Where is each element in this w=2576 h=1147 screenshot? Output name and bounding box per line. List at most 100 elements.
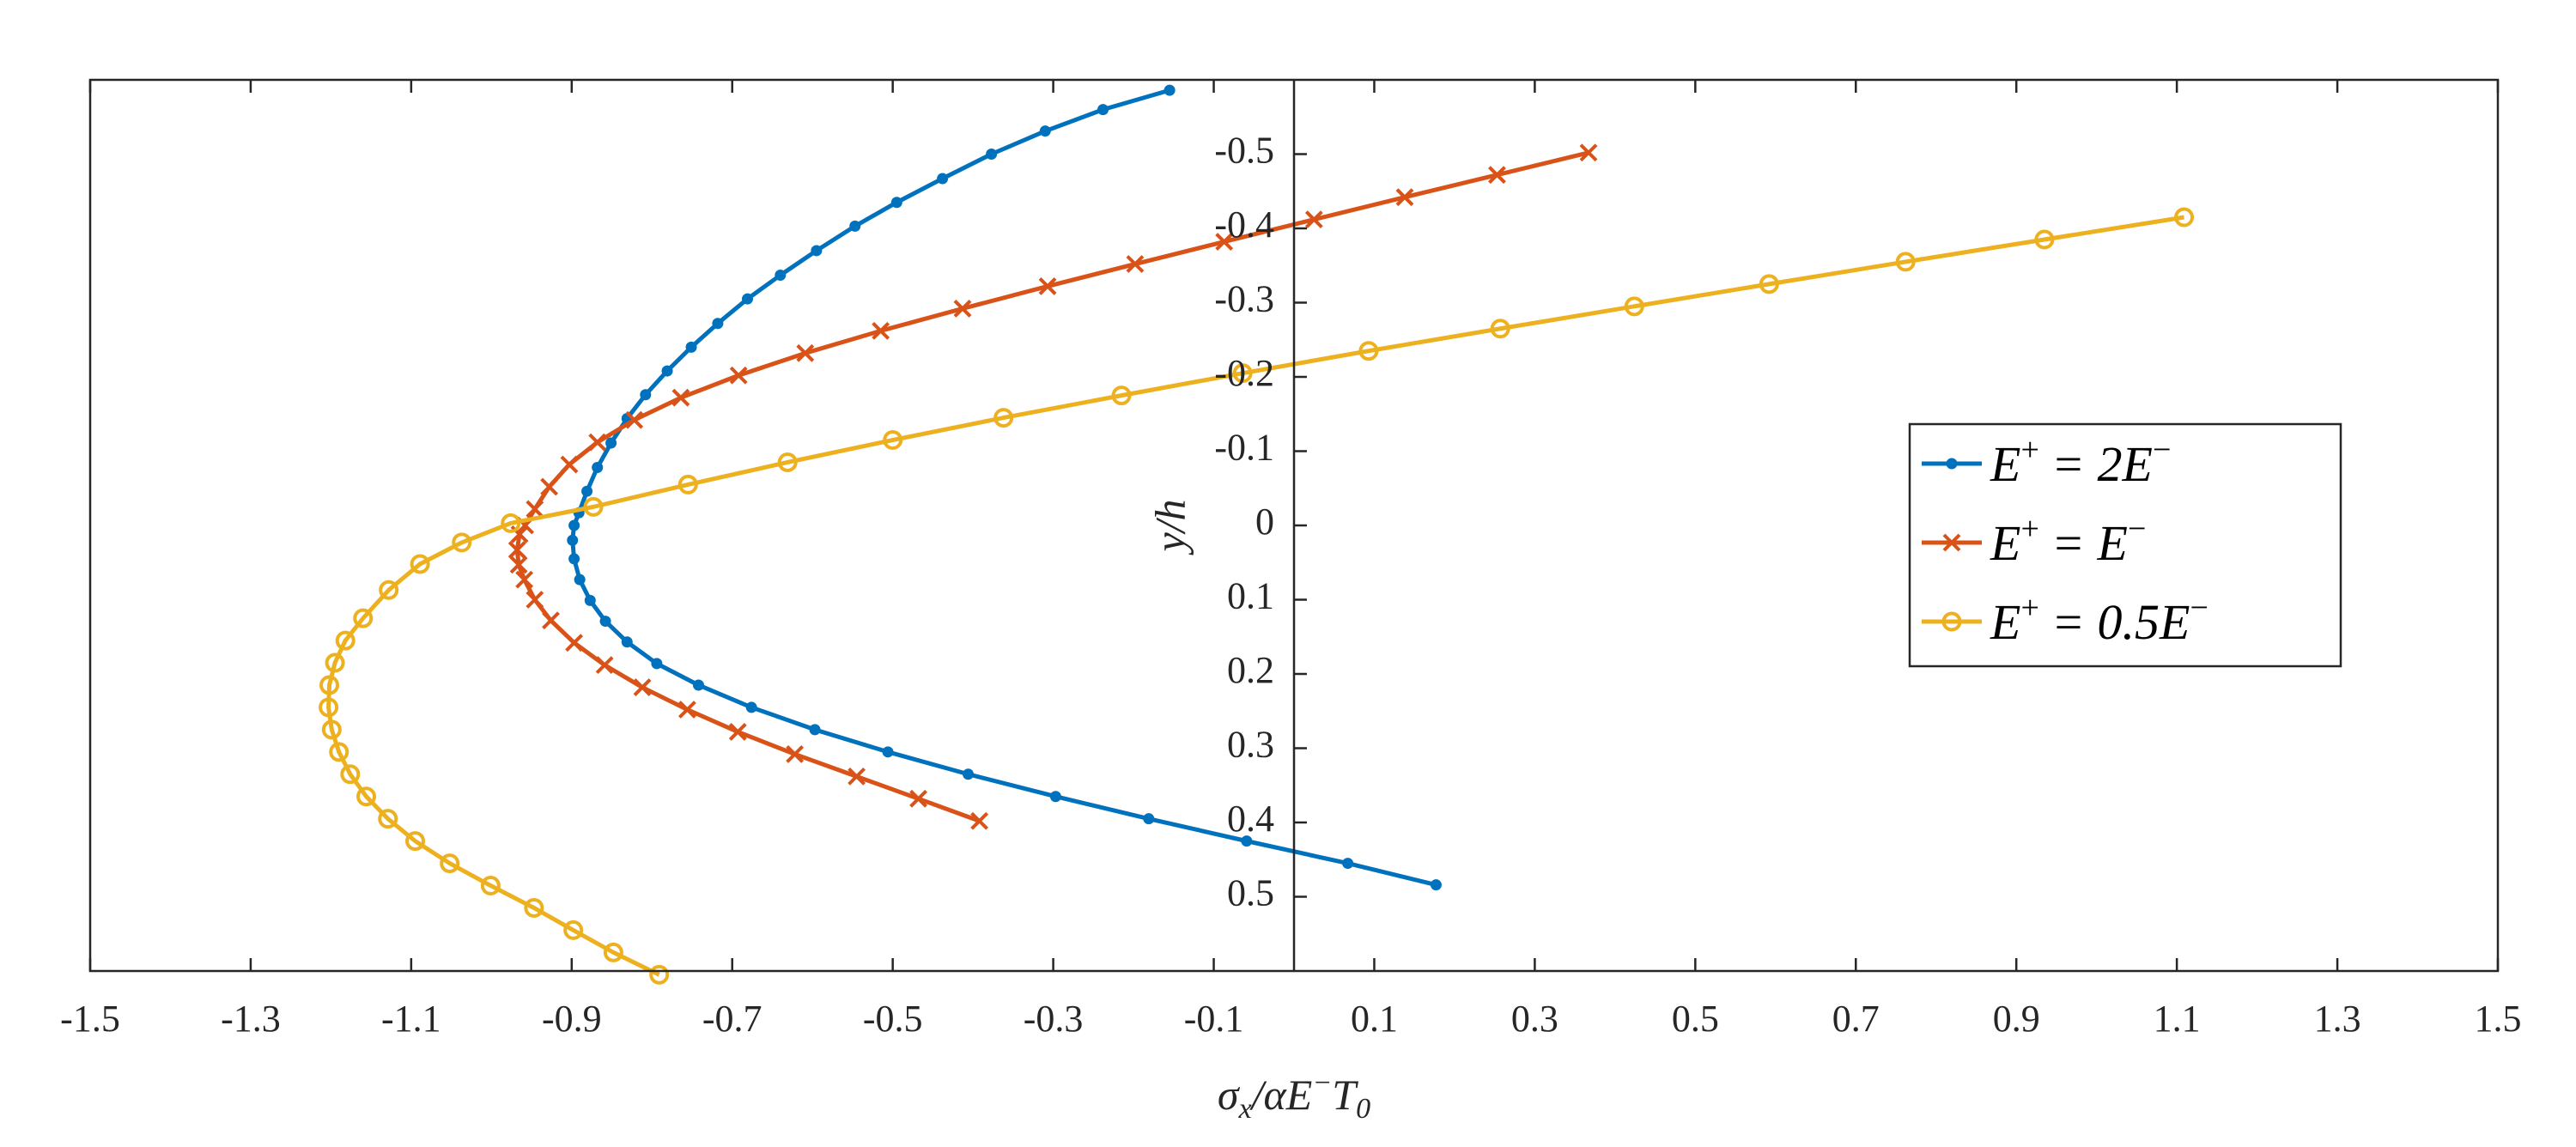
data-point bbox=[540, 477, 559, 496]
data-point bbox=[796, 343, 815, 362]
data-point bbox=[685, 341, 697, 353]
data-point bbox=[599, 616, 611, 628]
legend-label-rhs-sup: − bbox=[2190, 590, 2208, 626]
data-point bbox=[405, 831, 426, 852]
data-point bbox=[692, 679, 704, 691]
data-point bbox=[515, 570, 534, 589]
data-point bbox=[1759, 274, 1779, 294]
data-point bbox=[1579, 143, 1598, 162]
data-point bbox=[963, 768, 975, 780]
data-point bbox=[480, 876, 501, 896]
data-point bbox=[1895, 252, 1916, 272]
legend-entry-3: E+ = 0.5E− bbox=[1922, 590, 2208, 650]
series-line bbox=[326, 215, 2184, 977]
data-point bbox=[986, 149, 998, 160]
x-tick-label: -0.7 bbox=[702, 998, 762, 1040]
data-point bbox=[809, 724, 821, 736]
data-point bbox=[811, 245, 823, 257]
data-point bbox=[2174, 207, 2195, 228]
legend-marker bbox=[1942, 533, 1961, 552]
series-layer bbox=[319, 84, 2195, 985]
data-point bbox=[565, 634, 584, 652]
data-point bbox=[786, 745, 805, 763]
data-point bbox=[640, 389, 652, 401]
x-axis-title-t: T bbox=[1332, 1071, 1358, 1119]
x-tick-label: 0.3 bbox=[1511, 998, 1558, 1040]
data-point bbox=[335, 630, 355, 651]
data-point bbox=[560, 455, 579, 474]
data-point bbox=[651, 658, 663, 670]
x-axis-title-sup: − bbox=[1312, 1067, 1332, 1099]
legend-marker bbox=[1946, 458, 1958, 470]
data-point bbox=[1143, 813, 1155, 825]
data-point bbox=[937, 173, 949, 185]
data-point bbox=[2034, 229, 2055, 250]
data-point bbox=[1304, 210, 1323, 229]
data-point bbox=[583, 496, 604, 517]
data-point bbox=[953, 300, 972, 318]
x-axis-title-sub-0: 0 bbox=[1356, 1093, 1370, 1125]
legend-label: E+ = 2E− bbox=[1990, 432, 2171, 492]
legend-label: E+ = E− bbox=[1990, 511, 2146, 571]
x-tick-label: -0.1 bbox=[1184, 998, 1244, 1040]
data-point bbox=[592, 462, 604, 474]
data-point bbox=[848, 767, 866, 786]
data-point bbox=[1126, 255, 1145, 273]
data-point bbox=[775, 269, 787, 281]
data-point bbox=[745, 701, 757, 713]
data-point bbox=[1430, 879, 1442, 891]
data-point bbox=[340, 764, 361, 785]
data-point bbox=[379, 580, 399, 600]
data-point bbox=[677, 474, 698, 495]
data-point bbox=[501, 513, 521, 533]
x-tick-label: -0.3 bbox=[1024, 998, 1084, 1040]
data-point bbox=[729, 366, 748, 385]
ticks-layer bbox=[88, 80, 2500, 971]
data-point bbox=[1358, 341, 1379, 361]
data-point bbox=[1111, 385, 1132, 406]
data-point bbox=[993, 408, 1014, 428]
data-point bbox=[625, 410, 644, 429]
y-tick-label: -0.3 bbox=[1214, 278, 1274, 320]
y-tick-label: -0.4 bbox=[1214, 203, 1274, 246]
data-point bbox=[321, 719, 342, 740]
x-tick-label: -0.9 bbox=[542, 998, 602, 1040]
data-point bbox=[1624, 296, 1644, 317]
data-point bbox=[574, 574, 586, 586]
series-2 bbox=[507, 143, 1598, 830]
data-point bbox=[1232, 363, 1253, 384]
data-point bbox=[329, 742, 349, 762]
data-point bbox=[568, 519, 580, 531]
x-tick-label: 1.1 bbox=[2154, 998, 2201, 1040]
x-tick-label: 1.5 bbox=[2475, 998, 2522, 1040]
y-axis-title: y/h bbox=[1145, 499, 1194, 555]
data-point bbox=[849, 220, 861, 232]
data-point bbox=[319, 675, 340, 695]
data-point bbox=[777, 452, 798, 472]
data-point bbox=[712, 318, 724, 330]
x-tick-label: -1.1 bbox=[381, 998, 441, 1040]
data-point bbox=[633, 678, 652, 696]
data-point bbox=[872, 321, 890, 340]
data-point bbox=[1241, 835, 1253, 847]
x-tick-label: -0.5 bbox=[863, 998, 923, 1040]
data-point bbox=[584, 594, 596, 606]
data-point bbox=[1215, 233, 1234, 251]
data-point bbox=[1163, 84, 1176, 96]
data-point bbox=[581, 485, 593, 497]
legend-label: E+ = 0.5E− bbox=[1990, 590, 2208, 650]
legend-label-rhs-sup: − bbox=[2128, 511, 2146, 547]
x-tick-label: 1.3 bbox=[2314, 998, 2361, 1040]
data-point bbox=[603, 942, 623, 962]
legend-label-lhs-sup: + bbox=[2020, 511, 2038, 547]
data-point bbox=[970, 811, 989, 830]
legend: E+ = 2E− E+ = E− E+ = 0.5E− bbox=[1908, 422, 2342, 668]
x-axis-title: σx/αE−T0 bbox=[1218, 1067, 1370, 1125]
y-tick-label: 0.4 bbox=[1227, 798, 1274, 840]
x-tick-label: 0.9 bbox=[1993, 998, 2040, 1040]
data-point bbox=[319, 697, 339, 718]
data-point bbox=[588, 433, 607, 452]
x-tick-label: 0.5 bbox=[1672, 998, 1719, 1040]
data-point bbox=[526, 500, 544, 519]
